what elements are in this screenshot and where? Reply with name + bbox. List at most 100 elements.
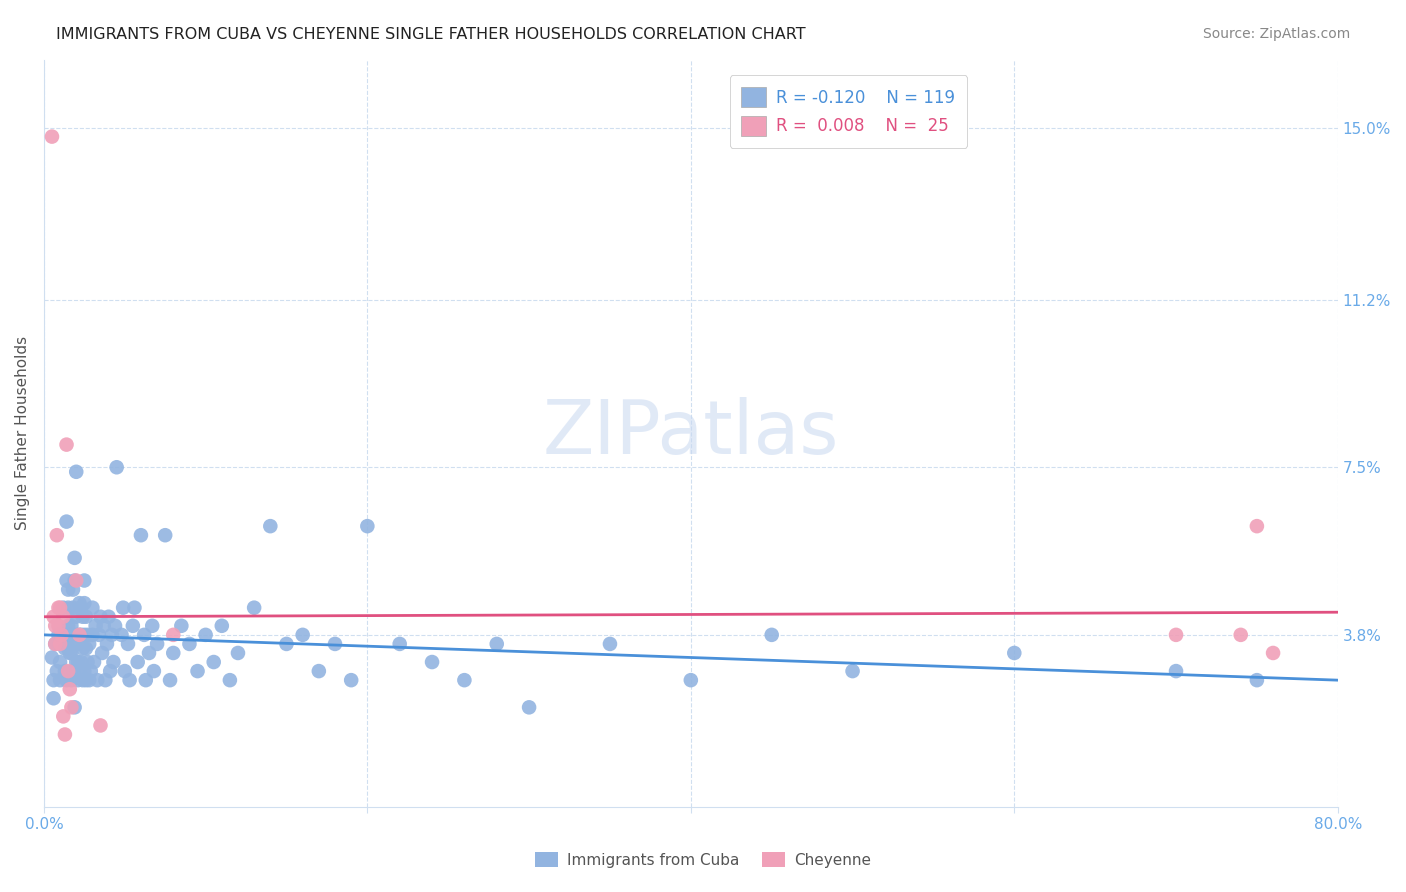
Immigrants from Cuba — [60, 619, 83, 633]
Immigrants from Cuba — [70, 600, 93, 615]
Immigrants from Cuba — [62, 600, 84, 615]
Immigrants from Cuba — [103, 655, 125, 669]
Immigrants from Cuba — [55, 574, 77, 588]
Text: Source: ZipAtlas.com: Source: ZipAtlas.com — [1202, 27, 1350, 41]
Immigrants from Cuba — [83, 655, 105, 669]
Immigrants from Cuba — [77, 637, 100, 651]
Immigrants from Cuba — [69, 628, 91, 642]
Immigrants from Cuba — [124, 600, 146, 615]
Immigrants from Cuba — [226, 646, 249, 660]
Immigrants from Cuba — [135, 673, 157, 688]
Immigrants from Cuba — [66, 655, 89, 669]
Immigrants from Cuba — [65, 628, 87, 642]
Immigrants from Cuba — [70, 628, 93, 642]
Immigrants from Cuba — [308, 664, 330, 678]
Immigrants from Cuba — [55, 515, 77, 529]
Immigrants from Cuba — [55, 673, 77, 688]
Immigrants from Cuba — [53, 664, 76, 678]
Cheyenne — [1229, 628, 1251, 642]
Immigrants from Cuba — [89, 609, 111, 624]
Immigrants from Cuba — [211, 619, 233, 633]
Immigrants from Cuba — [121, 619, 143, 633]
Immigrants from Cuba — [82, 628, 104, 642]
Immigrants from Cuba — [73, 574, 96, 588]
Immigrants from Cuba — [356, 519, 378, 533]
Cheyenne — [41, 129, 63, 144]
Immigrants from Cuba — [69, 664, 91, 678]
Immigrants from Cuba — [73, 628, 96, 642]
Text: ZIPatlas: ZIPatlas — [543, 397, 839, 470]
Cheyenne — [51, 628, 73, 642]
Immigrants from Cuba — [84, 619, 107, 633]
Immigrants from Cuba — [56, 619, 79, 633]
Immigrants from Cuba — [114, 664, 136, 678]
Immigrants from Cuba — [453, 673, 475, 688]
Immigrants from Cuba — [841, 664, 863, 678]
Immigrants from Cuba — [44, 637, 66, 651]
Immigrants from Cuba — [202, 655, 225, 669]
Cheyenne — [69, 628, 91, 642]
Immigrants from Cuba — [49, 673, 72, 688]
Immigrants from Cuba — [112, 600, 135, 615]
Immigrants from Cuba — [60, 646, 83, 660]
Cheyenne — [1246, 519, 1268, 533]
Immigrants from Cuba — [72, 641, 94, 656]
Immigrants from Cuba — [276, 637, 298, 651]
Immigrants from Cuba — [75, 609, 97, 624]
Immigrants from Cuba — [420, 655, 443, 669]
Immigrants from Cuba — [82, 600, 104, 615]
Legend: R = -0.120    N = 119, R =  0.008    N =  25: R = -0.120 N = 119, R = 0.008 N = 25 — [730, 76, 967, 148]
Cheyenne — [42, 609, 65, 624]
Immigrants from Cuba — [52, 600, 75, 615]
Immigrants from Cuba — [142, 664, 165, 678]
Immigrants from Cuba — [73, 664, 96, 678]
Immigrants from Cuba — [62, 664, 84, 678]
Cheyenne — [53, 727, 76, 741]
Immigrants from Cuba — [56, 600, 79, 615]
Cheyenne — [52, 709, 75, 723]
Cheyenne — [45, 528, 67, 542]
Immigrants from Cuba — [65, 655, 87, 669]
Immigrants from Cuba — [599, 637, 621, 651]
Cheyenne — [56, 664, 79, 678]
Immigrants from Cuba — [48, 628, 70, 642]
Immigrants from Cuba — [42, 673, 65, 688]
Immigrants from Cuba — [59, 628, 82, 642]
Immigrants from Cuba — [162, 646, 184, 660]
Immigrants from Cuba — [291, 628, 314, 642]
Cheyenne — [162, 628, 184, 642]
Cheyenne — [60, 700, 83, 714]
Immigrants from Cuba — [159, 673, 181, 688]
Immigrants from Cuba — [76, 655, 98, 669]
Immigrants from Cuba — [138, 646, 160, 660]
Immigrants from Cuba — [49, 655, 72, 669]
Immigrants from Cuba — [485, 637, 508, 651]
Immigrants from Cuba — [219, 673, 242, 688]
Immigrants from Cuba — [77, 673, 100, 688]
Immigrants from Cuba — [110, 628, 132, 642]
Cheyenne — [52, 609, 75, 624]
Immigrants from Cuba — [186, 664, 208, 678]
Immigrants from Cuba — [52, 628, 75, 642]
Cheyenne — [59, 682, 82, 697]
Immigrants from Cuba — [323, 637, 346, 651]
Immigrants from Cuba — [94, 673, 117, 688]
Immigrants from Cuba — [96, 637, 118, 651]
Immigrants from Cuba — [179, 637, 201, 651]
Immigrants from Cuba — [134, 628, 156, 642]
Immigrants from Cuba — [104, 619, 127, 633]
Immigrants from Cuba — [75, 641, 97, 656]
Immigrants from Cuba — [56, 582, 79, 597]
Y-axis label: Single Father Households: Single Father Households — [15, 336, 30, 531]
Cheyenne — [1261, 646, 1284, 660]
Immigrants from Cuba — [62, 582, 84, 597]
Immigrants from Cuba — [117, 637, 139, 651]
Immigrants from Cuba — [1002, 646, 1025, 660]
Immigrants from Cuba — [60, 673, 83, 688]
Text: IMMIGRANTS FROM CUBA VS CHEYENNE SINGLE FATHER HOUSEHOLDS CORRELATION CHART: IMMIGRANTS FROM CUBA VS CHEYENNE SINGLE … — [56, 27, 806, 42]
Immigrants from Cuba — [65, 465, 87, 479]
Immigrants from Cuba — [72, 673, 94, 688]
Immigrants from Cuba — [101, 628, 124, 642]
Immigrants from Cuba — [105, 460, 128, 475]
Immigrants from Cuba — [63, 574, 86, 588]
